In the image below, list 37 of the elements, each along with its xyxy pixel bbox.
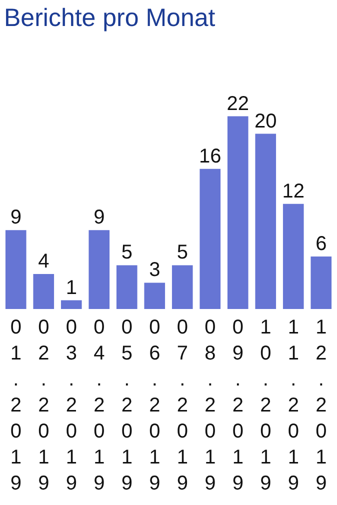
bar	[310, 256, 332, 309]
bar	[88, 230, 110, 309]
bar	[172, 265, 193, 309]
x-tick-label: 03.2019	[66, 316, 77, 495]
x-tick-label: 05.2019	[121, 316, 132, 495]
data-label: 16	[199, 145, 222, 168]
x-tick-label: 08.2019	[204, 316, 216, 495]
x-tick-label: 09.2019	[232, 316, 244, 495]
bar	[144, 282, 166, 309]
bar	[255, 134, 276, 309]
data-label: 4	[38, 250, 50, 272]
data-label: 12	[282, 180, 304, 202]
data-label: 20	[254, 110, 277, 132]
bar	[33, 274, 54, 309]
bar	[227, 116, 248, 309]
x-tick-label: 10.2019	[260, 316, 272, 495]
chart-title: Berichte pro Monat	[4, 4, 216, 33]
x-tick-label: 01.2019	[10, 316, 22, 495]
data-label: 1	[66, 276, 77, 299]
bar	[282, 204, 304, 309]
data-label: 9	[10, 206, 22, 229]
x-tick-label: 06.2019	[149, 316, 160, 495]
data-label: 5	[176, 242, 188, 264]
data-label: 3	[149, 259, 160, 282]
data-label: 9	[94, 206, 105, 229]
data-label: 6	[316, 232, 327, 255]
data-label: 22	[226, 92, 249, 115]
x-tick-label: 07.2019	[176, 316, 188, 495]
bar	[60, 300, 82, 309]
data-label: 5	[121, 242, 132, 264]
x-tick-label: 12.2019	[316, 316, 327, 495]
bar	[116, 265, 138, 309]
bar	[200, 168, 221, 309]
x-tick-label: 02.2019	[38, 316, 50, 495]
x-tick-label: 11.2019	[288, 316, 299, 495]
bar	[5, 230, 26, 309]
x-tick-label: 04.2019	[94, 316, 105, 495]
